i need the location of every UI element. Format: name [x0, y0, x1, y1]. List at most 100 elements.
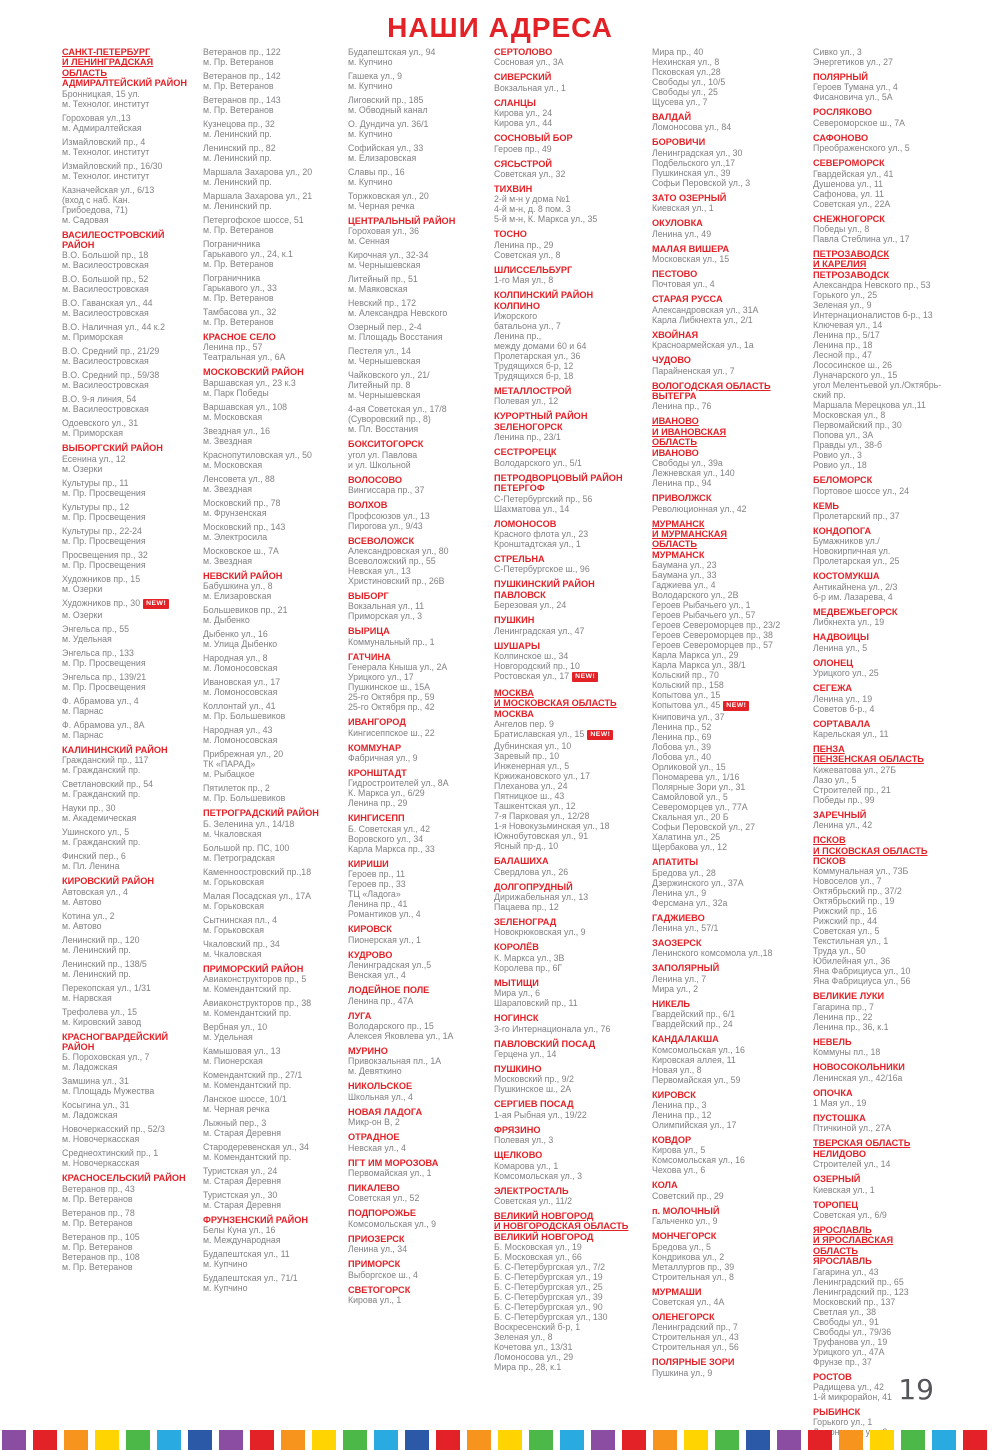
address-line: м. Василеостровская: [62, 356, 149, 367]
address-line: Заревый пр., 10: [494, 751, 560, 762]
address-line: м. Пл. Ленина: [62, 861, 120, 872]
city-header: ЛОДЕЙНОЕ ПОЛЕ: [348, 985, 494, 995]
address-line: Гвардейский пр., 6/1: [652, 1009, 736, 1020]
header-line: ОПОЧКА: [813, 1087, 853, 1098]
city-header: ЭЛЕКТРОСТАЛЬ: [494, 1186, 652, 1196]
address-line: м. Технолог. институт: [62, 170, 150, 181]
address-line: Народная ул., 43: [203, 725, 273, 736]
city-header: ОКУЛОВКА: [652, 218, 813, 228]
address-line: 25-го Октября пр., 59: [348, 692, 435, 703]
address-line: Б. Пороховская ул., 7: [62, 1052, 150, 1063]
address-group: Коммуны пл., 18: [813, 1047, 991, 1057]
address-group: Советская ул., 6/9: [813, 1210, 991, 1220]
address-line: Озерный пер., 2-4: [348, 322, 422, 333]
address-line: Всеволожский пр., 55: [348, 556, 436, 567]
address-line: Кольский пр., 70: [652, 670, 719, 681]
address-line: Гашека ул., 9: [348, 71, 403, 81]
city-header: РЫБИНСК: [813, 1407, 991, 1417]
city-header: МУРМАШИ: [652, 1287, 813, 1297]
city-header: КЕМЬ: [813, 501, 991, 511]
header-line: НИКЕЛЬ: [652, 998, 691, 1009]
address-line: Кингисеппское ш., 22: [348, 727, 435, 738]
address-line: Советов б-р., 4: [813, 703, 875, 714]
city-header: СЕРГИЕВ ПОСАД: [494, 1099, 652, 1109]
address-group: Пограничника Гарькавого ул., 33 м. Пр. Вет…: [203, 273, 348, 303]
address-group: О. Дундича ул. 36/1 м. Купчино: [348, 119, 494, 139]
address-line: Алексея Яковлева ул., 1А: [348, 1030, 454, 1041]
header-line: БОРОВИЧИ: [652, 137, 706, 148]
region-header: ПЕТРОЗАВОДСК И КАРЕЛИЯ: [813, 249, 991, 270]
address-line: Пушкинское ш., 2А: [494, 1084, 572, 1095]
address-line: Парайненская ул., 7: [652, 365, 735, 376]
address-line: Копытова ул., 15: [652, 690, 721, 701]
column-6: Сивко ул., 3 Энергетиков ул., 27 ПОЛЯРНЫЙ Г…: [813, 47, 991, 1437]
address-line: Победы пр., 99: [813, 794, 875, 805]
address-line: Пограничника: [203, 239, 261, 249]
header-line: ВОЛХОВ: [348, 500, 388, 511]
city-header: ВЫТЕГРА: [652, 391, 813, 401]
stripe-square: [839, 1430, 863, 1450]
address-line: Пирогова ул., 9/43: [348, 520, 423, 531]
address-line: Трефолева ул., 15: [62, 1006, 137, 1017]
header-line: ИВАНОВО: [652, 416, 699, 427]
address-group: Варшавская ул., 23 к.3 м. Парк Победы: [203, 378, 348, 398]
address-line: 7-я Парковая ул., 12/28: [494, 811, 590, 822]
address-group: Красного флота ул., 23 Кронштадтская ул.,…: [494, 529, 652, 549]
header-line: НОГИНСК: [494, 1013, 539, 1024]
address-group: Североморское ш., 7А: [813, 118, 991, 128]
address-line: Коммунальная ул., 73Б: [813, 866, 909, 877]
address-line: м. Адмиралтейская: [62, 122, 142, 133]
city-header: ПИКАЛЕВО: [348, 1183, 494, 1193]
address-group: Невская ул., 4: [348, 1143, 494, 1153]
address-line: м. Приморская: [62, 332, 123, 343]
address-line: Б. С-Петербургская ул., 130: [494, 1312, 608, 1323]
address-group: Микр-он В, 2: [348, 1117, 494, 1127]
header-line: ВЫРИЦА: [348, 626, 390, 637]
address-line: м. Дыбенко: [203, 615, 250, 626]
address-line: Ленина пр., 69: [652, 732, 712, 743]
address-line: Ушинского ул., 5: [62, 827, 130, 838]
header-line: ПСКОВ: [813, 855, 846, 866]
address-line: В.О. 9-я линия, 54: [62, 394, 137, 405]
address-line: Плеханова ул., 24: [494, 781, 568, 792]
address-line: Варшавская ул., 108: [203, 401, 288, 412]
header-line: СТАРАЯ РУССА: [652, 294, 723, 305]
header-line: ЗАПОЛЯРНЫЙ: [652, 963, 720, 974]
address-line: м. Купчино: [348, 81, 393, 91]
address-group: Московский пр., 143 м. Электросила: [203, 522, 348, 542]
address-line: Авиаконструкторов пр., 38: [203, 998, 312, 1009]
address-group: Ленсовета ул., 88 м. Звездная: [203, 474, 348, 494]
city-header: ПЕСТОВО: [652, 269, 813, 279]
address-line: Ленина пр.,: [494, 331, 542, 342]
city-header: СИВЕРСКИЙ: [494, 72, 652, 82]
city-header: ВОЛХОВ: [348, 500, 494, 510]
address-group: Измайловский пр., 4 м. Технолог. институт: [62, 137, 202, 157]
address-line: м. Площадь Мужества: [62, 1086, 155, 1097]
address-line: м. Обводный канал: [348, 105, 428, 115]
city-header: КОНДОПОГА: [813, 526, 991, 536]
address-line: Строительная ул., 43: [652, 1332, 739, 1343]
stripe-square: [250, 1430, 274, 1450]
city-header: СЕРТОЛОВО: [494, 47, 652, 57]
address-line: м. Чернышевская: [348, 390, 421, 401]
header-line: ЗЕЛЕНОГРАД: [494, 916, 557, 927]
address-line: Советская ул., 32: [494, 169, 566, 180]
city-header: РОСТОВ: [813, 1372, 991, 1382]
city-header: ВЫРИЦА: [348, 626, 494, 636]
address-group: Ленина пр., 29 Советская ул., 8: [494, 240, 652, 260]
address-group: В.О. Средний пр., 59/38 м. Василеостровск…: [62, 370, 202, 390]
address-line: м. Петроградская: [203, 852, 275, 863]
address-line: Чехова ул., 6: [652, 1165, 706, 1176]
address-line: Луначарского ул., 15: [813, 370, 898, 381]
address-line: Бабушкина ул., 8: [203, 581, 273, 592]
address-line: Ленинский пр., 82: [203, 143, 276, 153]
address-line: Кочетова ул., 13/31: [494, 1342, 573, 1353]
address-line: Свердлова ул., 26: [494, 866, 569, 877]
address-line: Маршала Захарова ул., 20: [203, 167, 313, 177]
address-line: Строителей ул., 14: [813, 1159, 891, 1170]
address-line: м. Пр. Ветеранов: [203, 105, 274, 115]
address-group: Среднеохтинский пр., 1 м. Новочеркасская: [62, 1148, 202, 1168]
address-line: м. Купчино: [348, 129, 393, 139]
address-line: Нехинская ул., 8: [652, 57, 720, 67]
